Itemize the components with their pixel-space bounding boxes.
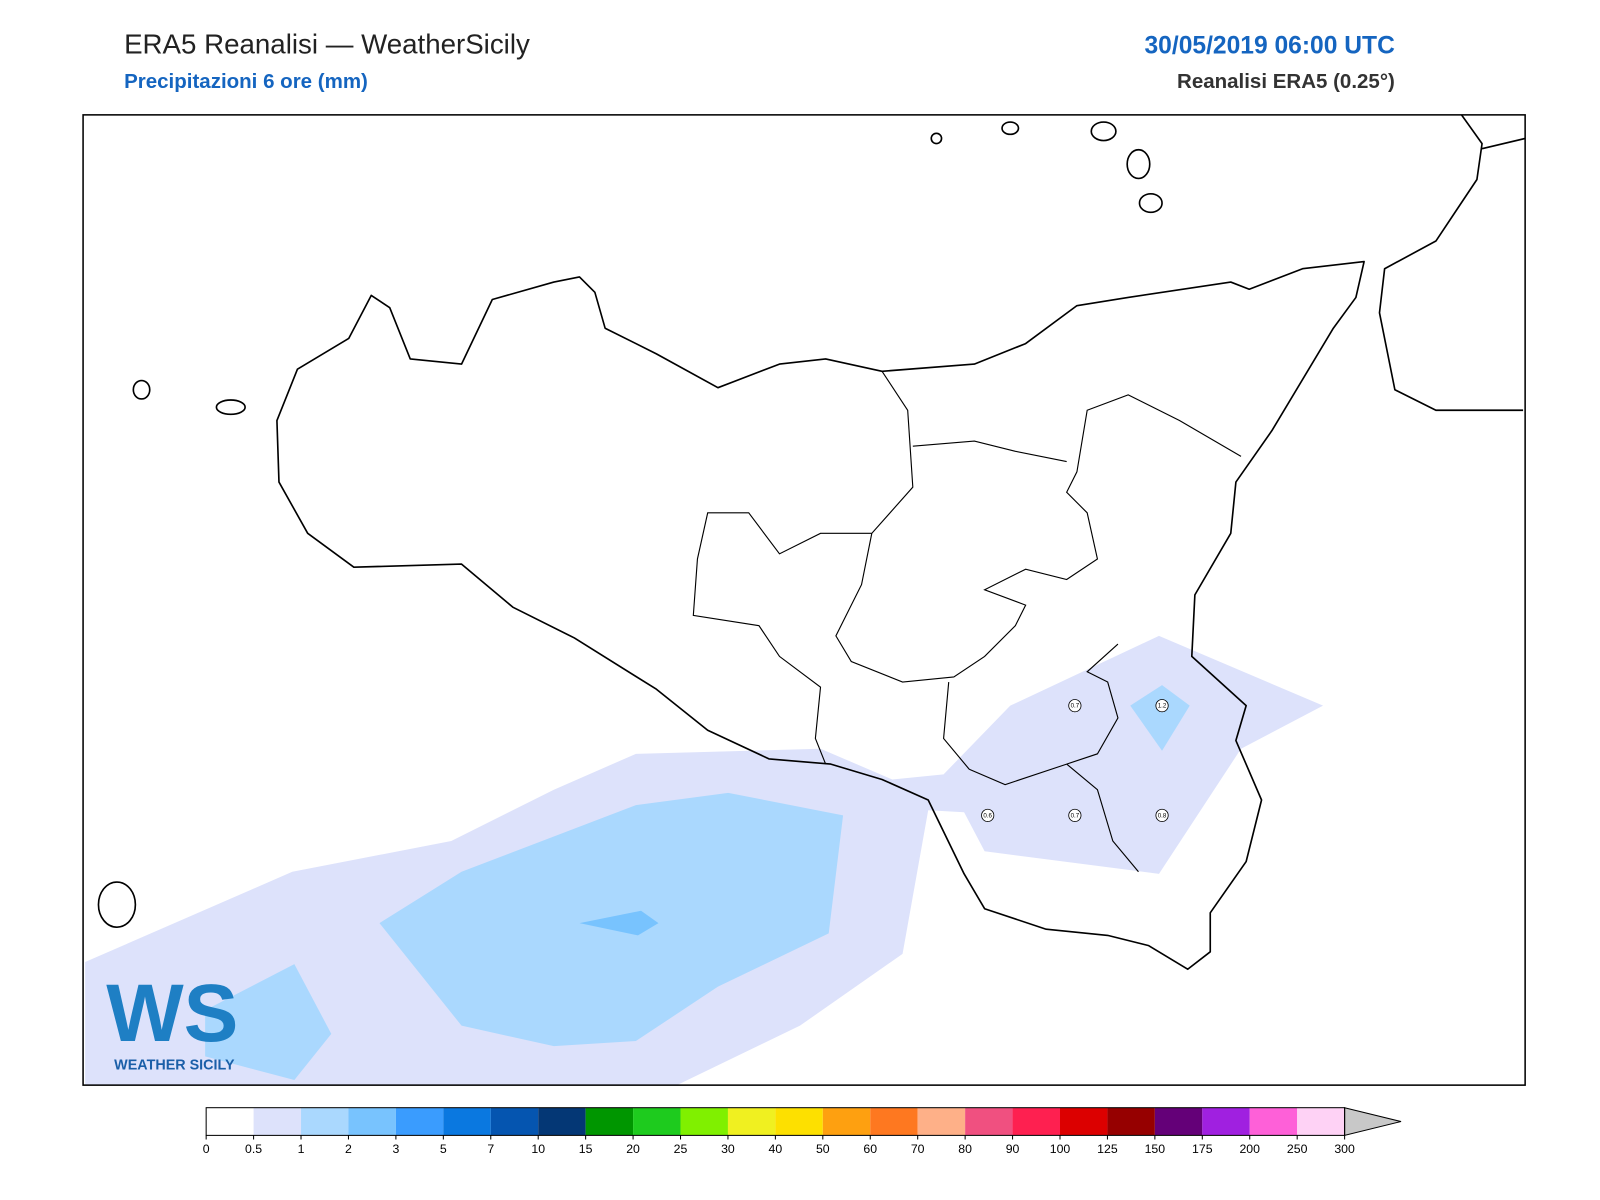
colorbar-tick-label: 150	[1145, 1142, 1166, 1156]
point-marker	[1068, 699, 1082, 713]
colorbar-bin	[870, 1107, 918, 1136]
colorbar-tick-label: 0	[203, 1142, 210, 1156]
colorbar-bin	[490, 1107, 539, 1136]
colorbar-bin	[1154, 1107, 1203, 1136]
province-border	[692, 370, 1242, 873]
point-label: 0.8	[1158, 812, 1167, 819]
colorbar-tick-label: 10	[531, 1142, 545, 1156]
colorbar-bin	[727, 1107, 776, 1136]
colorbar-bin	[538, 1107, 586, 1136]
colorbar-bin	[1060, 1107, 1108, 1136]
colorbar-tick-label: 15	[579, 1142, 593, 1156]
colorbar-tick-label: 30	[721, 1142, 735, 1156]
point-marker	[981, 808, 995, 822]
colorbar-bin	[680, 1107, 728, 1136]
model: Reanalisi ERA5 (0.25°)	[1177, 70, 1395, 93]
point-label: 0.6	[983, 812, 992, 819]
point-marker	[1068, 808, 1082, 822]
precip-area	[579, 910, 659, 936]
colorbar-bin	[775, 1107, 823, 1136]
point-label: 0.7	[1071, 812, 1080, 819]
coastline	[276, 260, 1365, 971]
point-label: 0.7	[1071, 703, 1080, 710]
colorbar-bin	[253, 1107, 302, 1136]
colorbar-tick-label: 0.5	[245, 1142, 262, 1156]
colorbar-tick-label: 7	[487, 1142, 494, 1156]
map-frame	[82, 114, 1526, 1086]
colorbar-bin	[206, 1107, 254, 1136]
colorbar-tick-label: 60	[863, 1142, 877, 1156]
colorbar-tick-label: 50	[816, 1142, 830, 1156]
colorbar-tick-label: 20	[626, 1142, 640, 1156]
precip-area	[1130, 685, 1190, 751]
island	[1090, 121, 1117, 142]
colorbar-extend	[1344, 1107, 1402, 1137]
colorbar-bin	[1012, 1107, 1060, 1136]
island	[215, 399, 246, 416]
logo-name: WEATHER SICILY	[114, 1058, 235, 1074]
colorbar-tick-label: 70	[911, 1142, 925, 1156]
colorbar-tick-label: 125	[1097, 1142, 1118, 1156]
colorbar-tick-label: 25	[674, 1142, 688, 1156]
colorbar: 0 0.5 1 2 3 5 7 10 15 20 25 30 40 50 60 70 80 90 100 125 150…	[203, 1107, 1402, 1156]
island	[1138, 193, 1163, 214]
colorbar-tick-label: 2	[345, 1142, 352, 1156]
logo-mark: WS	[106, 968, 238, 1059]
colorbar-bin	[443, 1107, 491, 1136]
map-area: WS WEATHER SICILY 0.7 1.2 0.6 0.7 0.8	[85, 114, 1526, 1086]
point-marker	[1155, 808, 1169, 822]
colorbar-bin	[395, 1107, 444, 1136]
colorbar-tick-label: 300	[1334, 1142, 1355, 1156]
colorbar-tick-label: 90	[1006, 1142, 1020, 1156]
colorbar-bin	[633, 1107, 681, 1136]
island	[97, 881, 137, 928]
colorbar-tick-label: 5	[440, 1142, 447, 1156]
colorbar-tick-label: 40	[769, 1142, 783, 1156]
colorbar-bin	[1249, 1107, 1298, 1136]
colorbar-tick-label: 200	[1239, 1142, 1260, 1156]
coastline	[1378, 114, 1526, 412]
point-marker	[1155, 699, 1169, 713]
colorbar-bin	[585, 1107, 634, 1136]
colorbar-tick-label: 3	[392, 1142, 399, 1156]
precip-area	[205, 964, 332, 1080]
colorbar-bin	[822, 1107, 871, 1136]
colorbar-bin	[1202, 1107, 1250, 1136]
point-label: 1.2	[1158, 703, 1167, 710]
island	[930, 132, 943, 145]
island	[1126, 148, 1151, 180]
colorbar-tick-label: 1	[298, 1142, 305, 1156]
colorbar-bin	[348, 1107, 396, 1136]
title: ERA5 Reanalisi — WeatherSicily	[124, 28, 530, 59]
subtitle: Precipitazioni 6 ore (mm)	[124, 70, 368, 93]
valid-time: 30/05/2019 06:00 UTC	[1144, 32, 1395, 59]
island	[132, 379, 151, 400]
colorbar-tick-label: 100	[1050, 1142, 1071, 1156]
island	[1001, 121, 1020, 136]
colorbar-bin	[1297, 1107, 1345, 1136]
colorbar-bin	[301, 1107, 349, 1136]
colorbar-tick-label: 250	[1287, 1142, 1308, 1156]
colorbar-tick-label: 175	[1192, 1142, 1213, 1156]
colorbar-bin	[917, 1107, 966, 1136]
colorbar-bin	[965, 1107, 1013, 1136]
colorbar-tick-label: 80	[958, 1142, 972, 1156]
colorbar-bin	[1107, 1107, 1155, 1136]
